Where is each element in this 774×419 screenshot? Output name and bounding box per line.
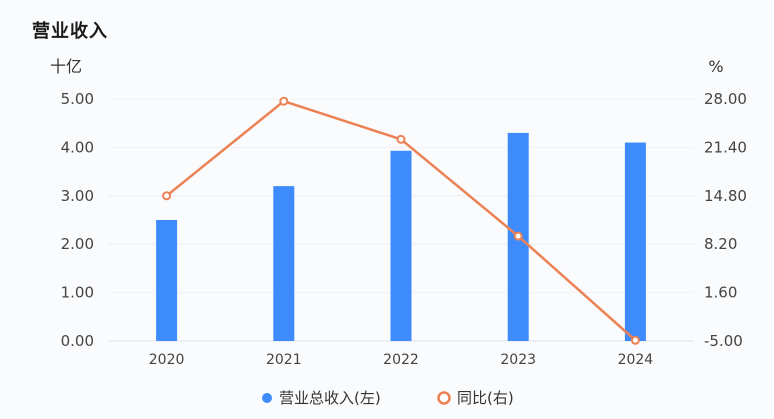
line-point <box>630 335 640 345</box>
x-tick-label: 2022 <box>383 352 419 368</box>
bar <box>624 142 646 341</box>
legend-line-marker <box>437 391 451 405</box>
legend-item-bar[interactable]: 营业总收入(左) <box>262 389 381 407</box>
right-tick-label: 21.40 <box>704 138 747 156</box>
left-tick-label: 4.00 <box>61 138 94 156</box>
x-tick-label: 2020 <box>149 352 185 368</box>
right-tick-label: 1.60 <box>704 284 737 302</box>
bar-series <box>156 132 646 341</box>
legend-bar-marker <box>262 393 272 403</box>
left-axis: 0.00 1.00 2.00 3.00 4.00 5.00 <box>61 90 94 350</box>
legend: 营业总收入(左) 同比(右) <box>262 389 514 407</box>
left-tick-label: 0.00 <box>61 332 94 350</box>
right-axis: -5.00 1.60 8.20 14.80 21.40 28.00 <box>704 90 747 350</box>
chart-title: 营业收入 <box>32 21 108 42</box>
right-tick-label: -5.00 <box>704 332 743 350</box>
bar <box>273 186 295 341</box>
legend-line-label: 同比(右) <box>457 389 514 407</box>
legend-item-line[interactable]: 同比(右) <box>437 389 514 407</box>
line-point <box>513 231 523 241</box>
x-tick-label: 2021 <box>266 352 302 368</box>
left-tick-label: 1.00 <box>61 284 94 302</box>
right-tick-label: 28.00 <box>704 90 747 108</box>
right-axis-unit: % <box>708 57 723 76</box>
line-point <box>162 191 172 201</box>
left-tick-label: 5.00 <box>61 90 94 108</box>
line-point <box>279 96 289 106</box>
left-axis-unit: 十亿 <box>50 57 82 76</box>
line-point <box>396 134 406 144</box>
x-tick-label: 2024 <box>618 352 654 368</box>
left-tick-label: 3.00 <box>61 187 94 205</box>
line-series <box>162 96 640 345</box>
bar <box>390 150 412 341</box>
left-tick-label: 2.00 <box>61 235 94 253</box>
bar <box>156 220 178 341</box>
right-tick-label: 8.20 <box>704 235 737 253</box>
right-tick-label: 14.80 <box>704 187 747 205</box>
x-axis: 2020 2021 2022 2023 2024 <box>149 352 654 368</box>
legend-bar-label: 营业总收入(左) <box>279 389 381 407</box>
x-tick-label: 2023 <box>500 352 536 368</box>
